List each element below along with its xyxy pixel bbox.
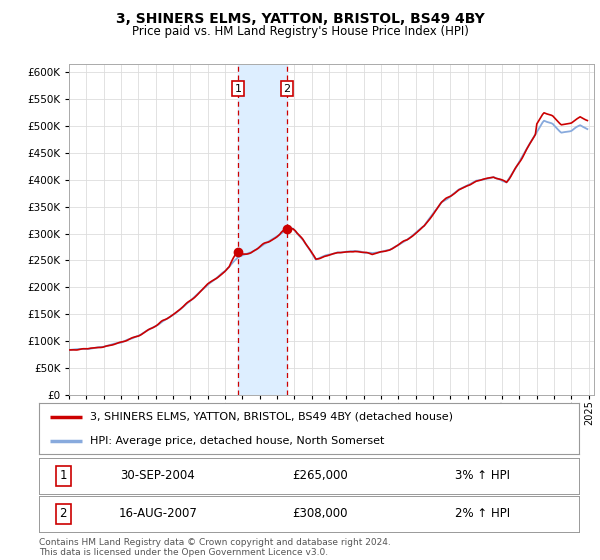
Text: 2% ↑ HPI: 2% ↑ HPI [455,507,510,520]
Text: 3, SHINERS ELMS, YATTON, BRISTOL, BS49 4BY (detached house): 3, SHINERS ELMS, YATTON, BRISTOL, BS49 4… [90,412,454,422]
Bar [238,64,287,395]
Text: 3% ↑ HPI: 3% ↑ HPI [455,469,510,482]
Text: £265,000: £265,000 [292,469,347,482]
Text: Contains HM Land Registry data © Crown copyright and database right 2024.
This d: Contains HM Land Registry data © Crown c… [39,538,391,557]
Text: 2: 2 [59,507,67,520]
Text: 16-AUG-2007: 16-AUG-2007 [118,507,197,520]
Text: 1: 1 [235,83,241,94]
Text: £308,000: £308,000 [292,507,347,520]
Text: HPI: Average price, detached house, North Somerset: HPI: Average price, detached house, Nort… [90,436,385,446]
Text: 30-SEP-2004: 30-SEP-2004 [121,469,195,482]
Text: 2: 2 [283,83,290,94]
Text: Price paid vs. HM Land Registry's House Price Index (HPI): Price paid vs. HM Land Registry's House … [131,25,469,38]
Text: 3, SHINERS ELMS, YATTON, BRISTOL, BS49 4BY: 3, SHINERS ELMS, YATTON, BRISTOL, BS49 4… [116,12,484,26]
Text: 1: 1 [59,469,67,482]
